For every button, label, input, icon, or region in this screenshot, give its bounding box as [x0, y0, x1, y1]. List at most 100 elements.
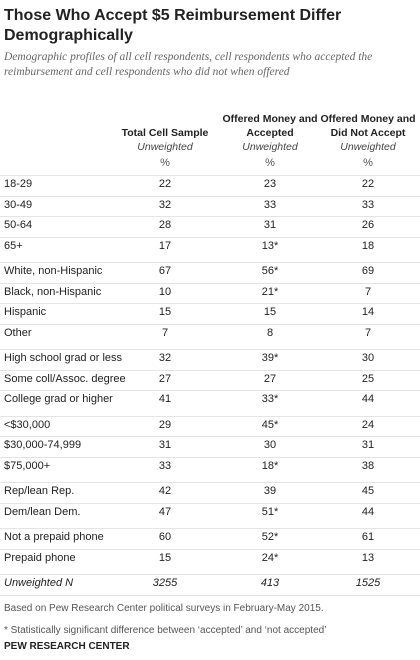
cell-value: 39	[263, 485, 277, 497]
row-divider	[0, 303, 420, 304]
cell-value: 24*	[261, 551, 279, 564]
column-subtitle: Unweighted	[242, 141, 298, 153]
row-label: 65+	[4, 239, 23, 252]
column-title: Offered Money and Did Not Accept	[320, 113, 416, 139]
cell-value: 21*	[261, 285, 279, 298]
unit-label: %	[265, 157, 275, 169]
row-label: Black, non-Hispanic	[4, 285, 102, 298]
cell-value: 17	[158, 239, 172, 252]
row-divider	[0, 390, 420, 391]
row-divider	[0, 595, 420, 596]
row-divider	[0, 436, 420, 437]
column-subtitle: Unweighted	[137, 141, 193, 153]
cell-value: 52*	[261, 531, 279, 543]
cell-value: 32	[158, 352, 172, 364]
cell-value: 22	[361, 178, 375, 190]
row-label: Other	[4, 326, 32, 339]
cell-value: 8	[266, 326, 274, 339]
cell-value: 33	[361, 198, 375, 211]
cell-value: 31	[263, 219, 277, 231]
cell-value: 45	[361, 485, 375, 497]
cell-value: 7	[364, 285, 372, 298]
cell-value: 38	[361, 459, 375, 472]
row-divider	[0, 195, 420, 197]
organization: PEW RESEARCH CENTER	[4, 641, 130, 652]
row-label: Rep/lean Rep.	[4, 485, 75, 497]
cell-value: 30	[263, 439, 277, 451]
cell-value: 15	[263, 306, 277, 318]
cell-value: 69	[361, 265, 375, 277]
cell-value: 33	[158, 459, 172, 472]
row-divider	[0, 369, 420, 371]
cell-value: 60	[158, 531, 172, 543]
row-label: $30,000-74,999	[4, 439, 82, 451]
cell-value: 67	[158, 265, 172, 277]
row-divider	[0, 548, 420, 550]
row-divider	[0, 262, 420, 263]
cell-value: 41	[158, 393, 172, 405]
cell-value: 7	[364, 326, 372, 339]
cell-value: 42	[158, 485, 172, 497]
cell-value: 10	[158, 285, 172, 298]
cell-value: 15	[158, 306, 172, 318]
cell-value: 51*	[261, 505, 279, 518]
row-label: 50-64	[4, 219, 33, 231]
cell-value: 18*	[261, 459, 279, 472]
column-header: Total Cell Sample	[115, 80, 215, 140]
total-value: 3255	[152, 577, 178, 589]
row-label: Hispanic	[4, 306, 47, 318]
subtitle: Demographic profiles of all cell respond…	[4, 51, 373, 78]
column-title: Total Cell Sample	[121, 127, 209, 139]
total-value: 1525	[355, 577, 381, 589]
cell-value: 26	[361, 219, 375, 231]
cell-value: 44	[361, 505, 375, 518]
cell-value: 61	[361, 531, 375, 543]
cell-value: 13*	[261, 239, 279, 252]
cell-value: 39*	[261, 352, 279, 364]
cell-value: 30	[361, 352, 375, 364]
unit-label: %	[363, 157, 373, 169]
cell-value: 14	[361, 306, 375, 318]
cell-value: 33*	[261, 393, 279, 405]
cell-value: 25	[361, 372, 375, 385]
row-divider	[0, 175, 420, 176]
row-divider	[0, 323, 420, 325]
row-label: $75,000+	[4, 459, 51, 472]
row-divider	[0, 574, 420, 575]
cell-value: 7	[161, 326, 169, 339]
cell-value: 33	[263, 198, 277, 211]
footnote: * Statistically significant difference b…	[4, 625, 327, 636]
cell-value: 24	[361, 418, 375, 431]
cell-value: 22	[158, 178, 172, 190]
row-label: Prepaid phone	[4, 551, 76, 564]
row-label: 30-49	[4, 198, 33, 211]
cell-value: 32	[158, 198, 172, 211]
row-label: White, non-Hispanic	[4, 265, 103, 277]
title: Those Who Accept $5 Reimbursement Differ…	[4, 7, 342, 44]
cell-value: 31	[158, 439, 172, 451]
column-header: Offered Money and Accepted	[220, 80, 320, 140]
row-divider	[0, 216, 420, 217]
cell-value: 45*	[261, 418, 279, 431]
cell-value: 47	[158, 505, 172, 518]
row-label: Some coll/Assoc. degree	[4, 372, 126, 385]
row-label: High school grad or less	[4, 352, 123, 364]
row-label: College grad or higher	[4, 393, 113, 405]
column-subtitle: Unweighted	[340, 141, 396, 153]
cell-value: 28	[158, 219, 172, 231]
row-label: <$30,000	[4, 418, 51, 431]
row-divider	[0, 415, 420, 417]
row-label: Not a prepaid phone	[4, 531, 104, 543]
row-divider	[0, 282, 420, 284]
row-divider	[0, 349, 420, 350]
row-divider	[0, 502, 420, 504]
cell-value: 31	[361, 439, 375, 451]
cell-value: 56*	[261, 265, 279, 277]
row-divider	[0, 456, 420, 458]
row-divider	[0, 482, 420, 483]
row-divider	[0, 528, 420, 529]
cell-value: 13	[361, 551, 375, 564]
unit-label: %	[160, 157, 170, 169]
cell-value: 18	[361, 239, 375, 252]
